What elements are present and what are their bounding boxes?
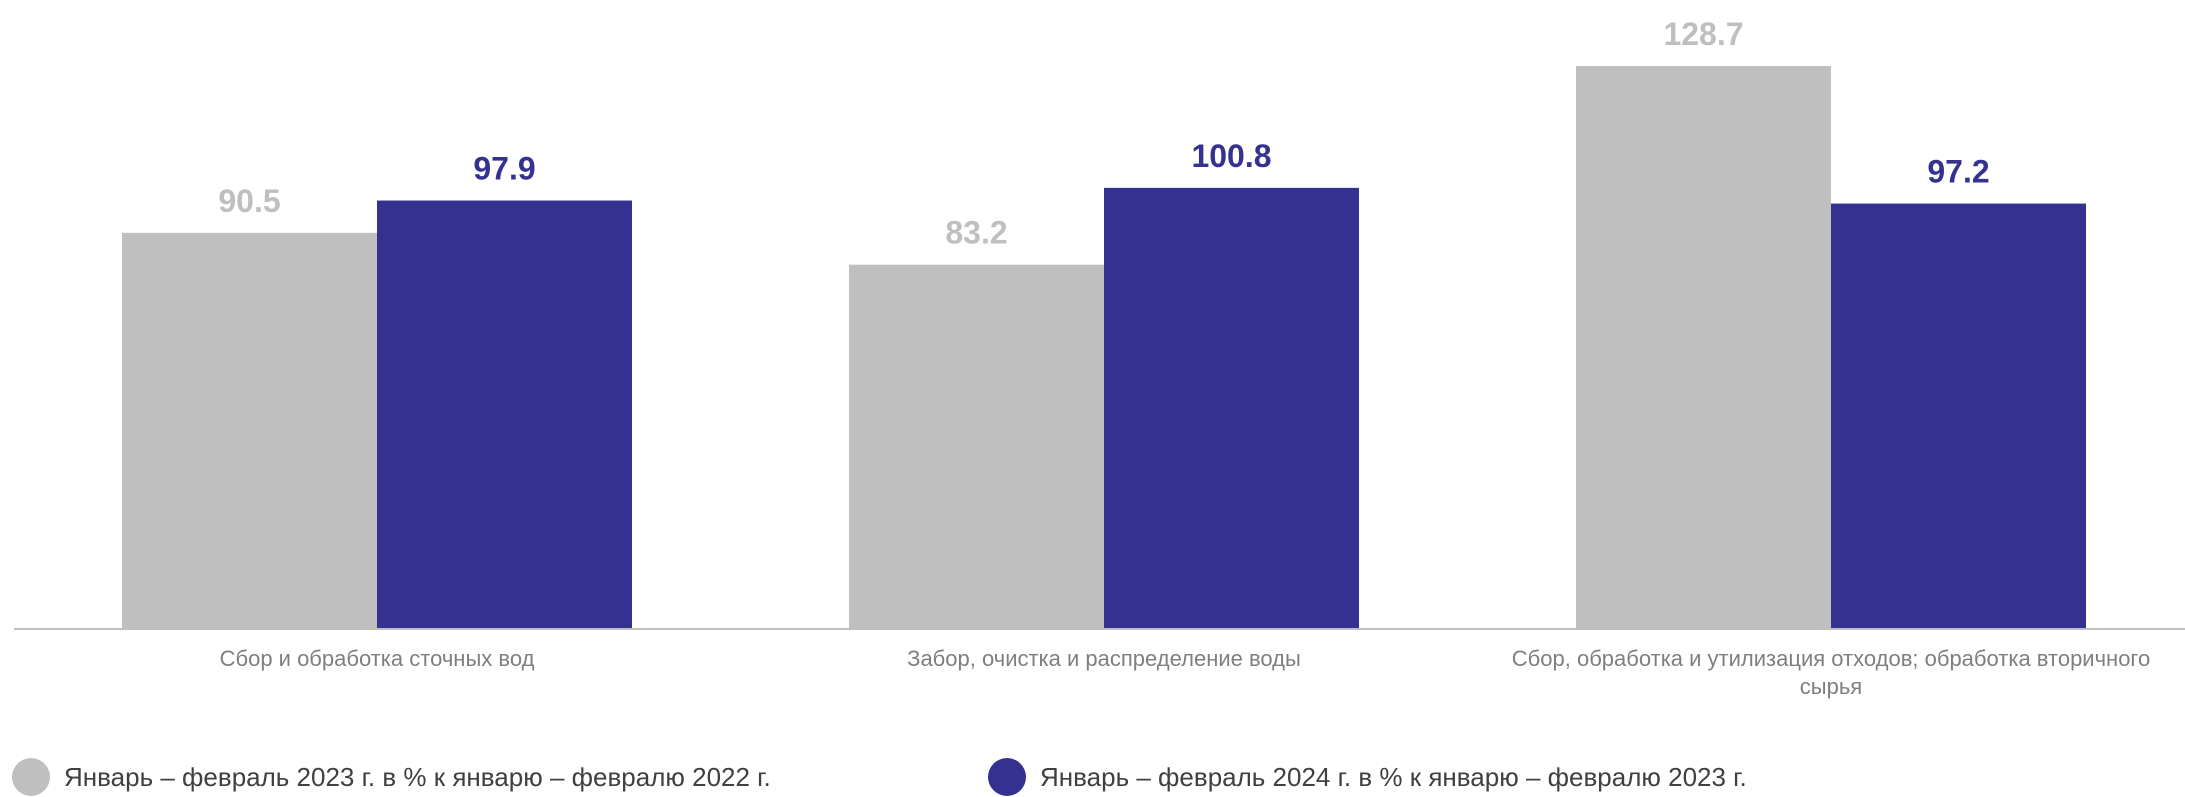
- legend-marker-icon: [988, 758, 1026, 796]
- category-labels-group: Сбор и обработка сточных вод Забор, очист…: [220, 646, 2151, 699]
- bar-chart: 90.5 97.9 83.2 100.8 128.7 97.2 Сбор и обрабо…: [14, 16, 2185, 699]
- legend-label: Январь – февраль 2024 г. в % к январю – …: [1040, 761, 1747, 792]
- category-label: Сбор, обработка и утилизация отходов; об…: [1512, 646, 2150, 699]
- value-labels-group: 90.5 97.9 83.2 100.8 128.7 97.2: [218, 16, 1989, 251]
- category-label: Сбор и обработка сточных вод: [220, 646, 535, 671]
- legend-item-2024: Январь – февраль 2024 г. в % к январю – …: [988, 758, 1747, 796]
- legend: Январь – февраль 2023 г. в % к январю – …: [0, 758, 2185, 797]
- bar-series-2024-cat-2: [1831, 203, 2086, 629]
- bar-series-2024-cat-0: [377, 200, 632, 628]
- category-label: Забор, очистка и распределение воды: [907, 646, 1301, 671]
- bar-series-2023-cat-1: [849, 264, 1104, 628]
- legend-marker-icon: [12, 758, 50, 796]
- data-label: 97.9: [473, 151, 535, 187]
- data-label: 100.8: [1191, 138, 1271, 174]
- bar-series-2023-cat-2: [1576, 66, 1831, 629]
- data-label: 97.2: [1927, 154, 1989, 190]
- data-label: 83.2: [945, 215, 1007, 251]
- legend-label: Январь – февраль 2023 г. в % к январю – …: [64, 761, 771, 792]
- data-label: 128.7: [1663, 16, 1743, 52]
- bar-series-2023-cat-0: [122, 232, 377, 628]
- legend-item-2023: Январь – февраль 2023 г. в % к январю – …: [12, 758, 771, 796]
- bars-group: [122, 66, 2086, 629]
- data-label: 90.5: [218, 183, 280, 219]
- bar-series-2024-cat-1: [1104, 187, 1359, 628]
